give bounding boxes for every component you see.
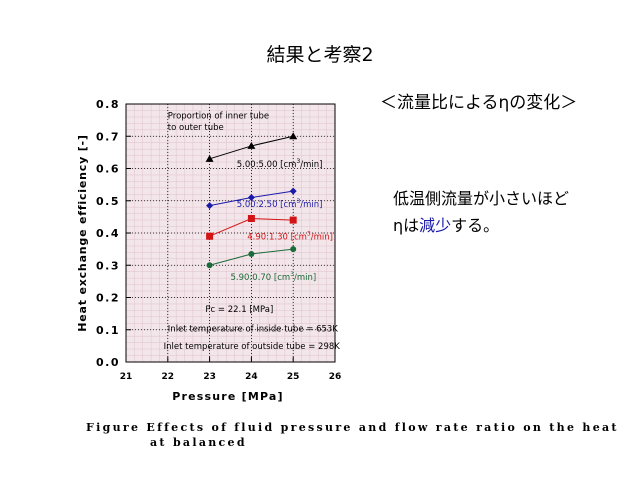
y-tick-label: 0.8 bbox=[96, 98, 120, 111]
y-tick-label: 0.7 bbox=[96, 130, 120, 143]
note-highlight-decrease: 減少 bbox=[419, 216, 452, 235]
series-label: 5.00:5.00 [cm3/min] bbox=[237, 158, 323, 170]
data-point bbox=[247, 141, 256, 149]
note-tail: する。 bbox=[451, 216, 500, 235]
x-tick-label: 21 bbox=[120, 372, 133, 382]
data-point bbox=[289, 216, 297, 224]
series-label: 4.90:1.30 [cm3/min] bbox=[247, 230, 333, 242]
legend-title-line-1: Proportion of inner tube bbox=[168, 112, 269, 122]
series-label: 5.90:0.70 [cm3/min] bbox=[231, 271, 317, 283]
x-tick-label: 25 bbox=[287, 372, 300, 382]
note-eta: ηは bbox=[393, 216, 420, 235]
y-axis-label: Heat exchange efficiency [-] bbox=[76, 134, 89, 331]
data-point bbox=[206, 262, 213, 269]
data-point bbox=[289, 132, 298, 140]
x-tick-label: 24 bbox=[245, 372, 258, 382]
data-point bbox=[205, 154, 214, 162]
caption-line-2: at balanced bbox=[150, 436, 247, 449]
data-point bbox=[247, 194, 255, 202]
chart-annotation: Pc = 22.1 [MPa] bbox=[205, 305, 273, 315]
data-point bbox=[289, 187, 297, 195]
data-point bbox=[206, 202, 214, 210]
x-tick-label: 26 bbox=[329, 372, 342, 382]
figure-caption: Figure Effects of fluid pressure and flo… bbox=[86, 420, 626, 450]
x-tick-label: 22 bbox=[162, 372, 175, 382]
slide-title: 結果と考察2 bbox=[266, 44, 374, 66]
axis-ticks: 21 22 23 24 25 26 0.0 0.1 0.2 0.3 0.4 0.5 0.6 0.7 0.8 bbox=[96, 98, 341, 382]
y-tick-label: 0.0 bbox=[96, 356, 120, 369]
series-label: 5.00:2.50 [cm3/min] bbox=[237, 198, 323, 210]
observation-note: 低温側流量が小さいほど ηは減少する。 bbox=[393, 185, 569, 239]
y-tick-label: 0.4 bbox=[96, 227, 120, 240]
note-line-1: 低温側流量が小さいほど bbox=[393, 189, 570, 208]
y-tick-label: 0.2 bbox=[96, 292, 120, 305]
x-axis-label: Pressure [MPa] bbox=[172, 390, 284, 403]
slide-subtitle: ＜流量比によるηの変化＞ bbox=[380, 93, 578, 113]
chart-annotation: Inlet temperature of outside tube = 298K bbox=[164, 342, 341, 352]
y-tick-label: 0.3 bbox=[96, 259, 120, 272]
note-line-2: ηは減少する。 bbox=[393, 212, 569, 239]
y-tick-label: 0.5 bbox=[96, 195, 120, 208]
data-point bbox=[247, 214, 255, 222]
data-point bbox=[206, 232, 214, 240]
data-point bbox=[290, 246, 297, 253]
chart-annotation: Inlet temperature of inside tube = 653K bbox=[168, 324, 339, 334]
y-tick-label: 0.6 bbox=[96, 163, 120, 176]
data-point bbox=[248, 250, 255, 257]
series-layer bbox=[205, 132, 298, 269]
legend-title-line-2: to outer tube bbox=[168, 123, 224, 133]
x-tick-label: 23 bbox=[203, 372, 216, 382]
caption-line-1: Figure Effects of fluid pressure and flo… bbox=[86, 421, 619, 434]
y-tick-label: 0.1 bbox=[96, 324, 120, 337]
